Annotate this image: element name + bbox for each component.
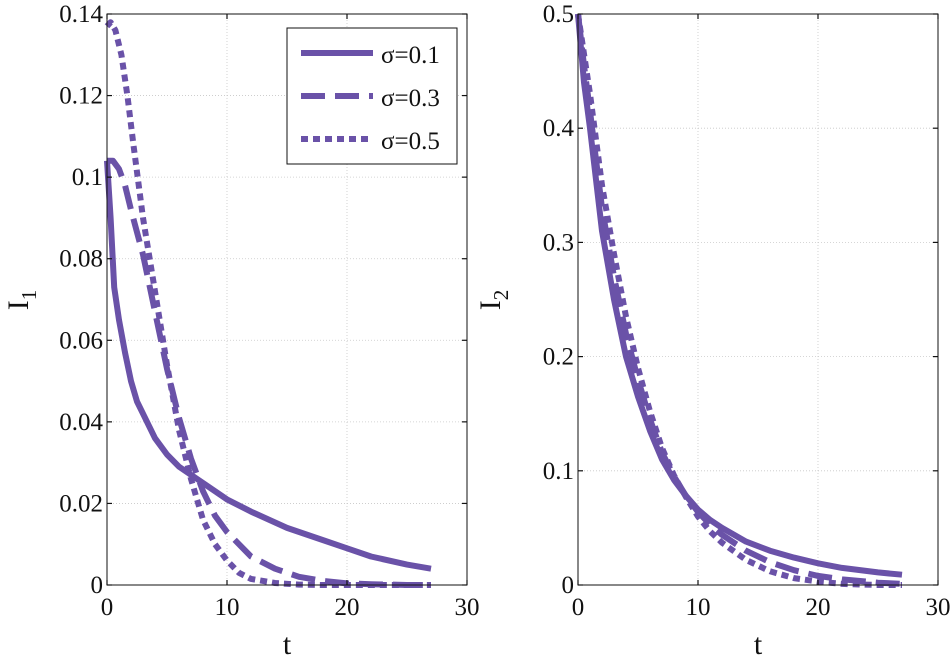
- y-tick-label: 0: [91, 572, 104, 599]
- x-axis-label: t: [754, 628, 763, 660]
- y-tick-label: 0.06: [59, 327, 103, 354]
- y-tick-label: 0.14: [59, 1, 103, 28]
- plot-frame: [106, 13, 468, 586]
- y-tick-label: 0.04: [59, 409, 103, 436]
- legend-label: σ=0.3: [381, 85, 440, 112]
- y-tick-label: 0.02: [59, 490, 103, 517]
- legend: σ=0.1 σ=0.3 σ=0.5: [286, 27, 458, 165]
- y-tick-label: 0: [562, 572, 575, 599]
- plot-frame: [577, 13, 939, 586]
- y-tick-label: 0.08: [59, 246, 103, 273]
- y-axis-label: I2: [474, 290, 513, 311]
- x-tick-label: 20: [806, 594, 831, 621]
- legend-label: σ=0.5: [381, 128, 440, 155]
- series-line-dotted: [575, 13, 902, 588]
- x-tick-label: 10: [686, 594, 711, 621]
- x-tick-label: 0: [101, 594, 114, 621]
- panel-i2: 0 10 20 30 0 0.1 0.2 0.3 0.4 0.5 t I2: [474, 1, 950, 660]
- series-line-solid: [575, 13, 903, 578]
- series-line-solid: [104, 160, 432, 572]
- y-tick-label: 0.3: [543, 229, 574, 256]
- x-tick-label: 10: [215, 594, 240, 621]
- panel-i1: 0 10 20 30 0 0.02 0.04 0.06 0.08 0.1 0.12 0.14 t I1 σ=…: [2, 1, 480, 660]
- x-axis-label: t: [283, 628, 292, 660]
- x-tick-label: 30: [455, 594, 480, 621]
- y-tick-label: 0.1: [72, 164, 103, 191]
- y-tick-label: 0.4: [543, 115, 575, 142]
- x-tick-label: 20: [335, 594, 360, 621]
- x-tick-label: 30: [926, 594, 950, 621]
- y-tick-label: 0.2: [543, 344, 574, 371]
- series-line-dashed: [107, 157, 431, 588]
- series-line-dashed: [575, 13, 903, 587]
- y-tick-label: 0.1: [543, 458, 574, 485]
- y-axis-label: I1: [2, 290, 41, 311]
- x-tick-label: 0: [572, 594, 585, 621]
- y-tick-label: 0.5: [543, 1, 574, 28]
- legend-label: σ=0.1: [381, 42, 440, 69]
- y-tick-label: 0.12: [59, 83, 103, 110]
